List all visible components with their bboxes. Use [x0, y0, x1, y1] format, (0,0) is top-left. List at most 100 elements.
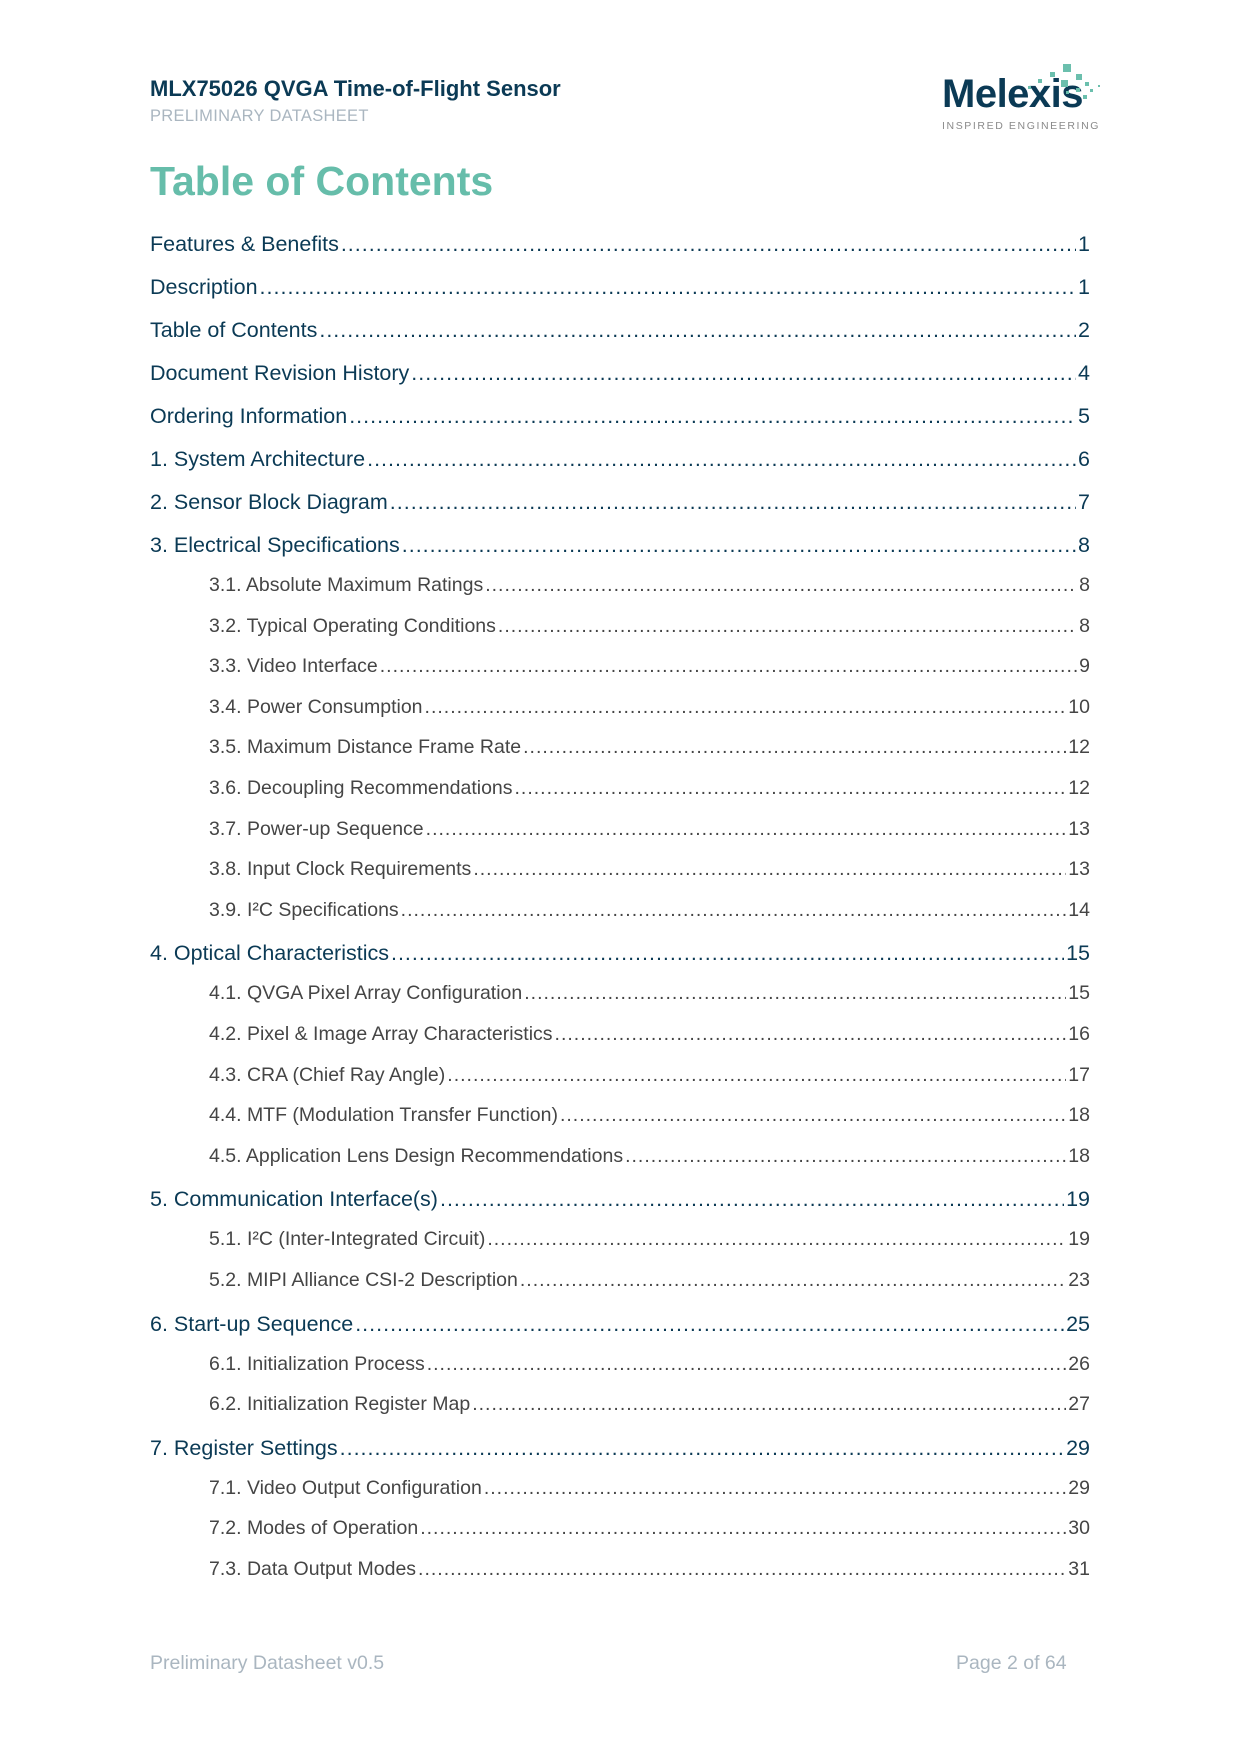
toc-entry-page: 12: [1068, 736, 1090, 759]
toc-entry-page: 8: [1078, 533, 1090, 557]
toc-entry[interactable]: 2. Sensor Block Diagram 7: [150, 490, 1090, 533]
document-subtitle: PRELIMINARY DATASHEET: [150, 107, 369, 125]
table-of-contents: Features & Benefits 1 Description 1 Table of…: [150, 232, 1090, 1598]
toc-entry-label: 7. Register Settings: [150, 1435, 338, 1460]
toc-entry[interactable]: 3.9. I²C Specifications 14: [150, 899, 1090, 940]
toc-entry[interactable]: 5.1. I²C (Inter-Integrated Circuit) 19: [150, 1228, 1090, 1269]
toc-entry[interactable]: 4.1. QVGA Pixel Array Configuration 15: [150, 982, 1090, 1023]
dot-leader: [523, 736, 1066, 759]
toc-entry[interactable]: 7.3. Data Output Modes 31: [150, 1558, 1090, 1599]
dot-leader: [498, 615, 1077, 638]
toc-entry-label: Features & Benefits: [150, 232, 339, 256]
toc-entry-page: 15: [1066, 941, 1090, 966]
dot-leader: [319, 318, 1076, 343]
page-title: Table of Contents: [150, 158, 494, 204]
dot-leader: [341, 232, 1076, 257]
toc-entry[interactable]: 6.1. Initialization Process 26: [150, 1353, 1090, 1394]
toc-entry-label: 5. Communication Interface(s): [150, 1187, 438, 1212]
toc-entry[interactable]: 4.5. Application Lens Design Recommendat…: [150, 1145, 1090, 1186]
dot-leader: [472, 1393, 1066, 1416]
toc-entry[interactable]: 3.5. Maximum Distance Frame Rate 12: [150, 736, 1090, 777]
melexis-logo: Melexis INSPIRED ENGINEERING: [938, 60, 1128, 140]
dot-leader: [487, 1228, 1066, 1251]
toc-entry[interactable]: 4.4. MTF (Modulation Transfer Function) 1…: [150, 1104, 1090, 1145]
toc-entry[interactable]: 7.2. Modes of Operation 30: [150, 1517, 1090, 1558]
toc-entry[interactable]: 3. Electrical Specifications 8: [150, 533, 1090, 576]
toc-entry[interactable]: 5. Communication Interface(s) 19: [150, 1187, 1090, 1230]
toc-entry-label: 5.2. MIPI Alliance CSI-2 Description: [209, 1268, 518, 1291]
toc-entry[interactable]: Features & Benefits 1: [150, 232, 1090, 275]
toc-entry[interactable]: 3.1. Absolute Maximum Ratings 8: [150, 574, 1090, 615]
toc-entry[interactable]: 3.3. Video Interface 9: [150, 655, 1090, 696]
toc-entry[interactable]: 1. System Architecture 6: [150, 447, 1090, 490]
toc-entry[interactable]: 3.8. Input Clock Requirements 13: [150, 858, 1090, 899]
dot-leader: [367, 447, 1076, 472]
toc-entry-label: 4.2. Pixel & Image Array Characteristics: [209, 1022, 553, 1045]
toc-entry-label: 4.4. MTF (Modulation Transfer Function): [209, 1104, 558, 1127]
toc-entry-page: 6: [1078, 447, 1090, 471]
toc-entry-page: 19: [1068, 1228, 1090, 1251]
logo-tagline: INSPIRED ENGINEERING: [942, 120, 1101, 132]
dot-leader: [340, 1436, 1064, 1461]
dot-leader: [560, 1104, 1066, 1127]
document-title: MLX75026 QVGA Time-of-Flight Sensor: [150, 76, 561, 101]
toc-entry-label: 3.3. Video Interface: [209, 655, 378, 678]
dot-leader: [515, 777, 1067, 800]
toc-entry-page: 14: [1068, 898, 1090, 921]
toc-entry[interactable]: 3.2. Typical Operating Conditions 8: [150, 615, 1090, 656]
dot-leader: [427, 1353, 1067, 1376]
dot-leader: [473, 858, 1066, 881]
toc-entry[interactable]: 3.7. Power-up Sequence 13: [150, 818, 1090, 859]
toc-entry[interactable]: 7. Register Settings 29: [150, 1436, 1090, 1479]
toc-entry-page: 25: [1066, 1311, 1090, 1336]
toc-entry-page: 13: [1068, 817, 1090, 840]
toc-entry-page: 13: [1068, 858, 1090, 881]
footer-version: Preliminary Datasheet v0.5: [150, 1652, 385, 1674]
dot-leader: [349, 404, 1076, 429]
toc-entry-page: 31: [1068, 1557, 1090, 1580]
footer-page-number: Page 2 of 64: [956, 1652, 1067, 1674]
toc-entry[interactable]: 3.4. Power Consumption 10: [150, 696, 1090, 737]
toc-entry-page: 1: [1078, 232, 1090, 256]
toc-entry-label: 5.1. I²C (Inter-Integrated Circuit): [209, 1228, 486, 1251]
toc-entry-label: 3.4. Power Consumption: [209, 695, 423, 718]
toc-entry-page: 23: [1068, 1268, 1090, 1291]
toc-entry-label: 3. Electrical Specifications: [150, 533, 400, 557]
toc-entry[interactable]: Ordering Information 5: [150, 404, 1090, 447]
toc-entry[interactable]: 4.2. Pixel & Image Array Characteristics…: [150, 1023, 1090, 1064]
dot-leader: [380, 655, 1077, 678]
toc-entry[interactable]: Document Revision History 4: [150, 361, 1090, 404]
toc-entry-page: 9: [1079, 655, 1090, 678]
toc-entry-label: 4.3. CRA (Chief Ray Angle): [209, 1063, 446, 1086]
toc-entry-page: 8: [1079, 574, 1090, 596]
dot-leader: [411, 361, 1076, 386]
toc-entry[interactable]: 6. Start-up Sequence 25: [150, 1312, 1090, 1355]
toc-entry[interactable]: Description 1: [150, 275, 1090, 318]
dot-leader: [555, 1023, 1067, 1046]
toc-entry[interactable]: 6.2. Initialization Register Map 27: [150, 1393, 1090, 1434]
toc-entry-page: 12: [1068, 776, 1090, 799]
dot-leader: [401, 899, 1067, 922]
toc-entry-page: 2: [1078, 318, 1090, 342]
toc-entry-page: 30: [1068, 1517, 1090, 1540]
toc-entry[interactable]: 5.2. MIPI Alliance CSI-2 Description 23: [150, 1269, 1090, 1310]
toc-entry-page: 15: [1068, 982, 1090, 1005]
toc-entry-label: Description: [150, 275, 258, 299]
toc-entry[interactable]: 3.6. Decoupling Recommendations 12: [150, 777, 1090, 818]
toc-entry[interactable]: 4. Optical Characteristics 15: [150, 941, 1090, 984]
toc-entry[interactable]: 4.3. CRA (Chief Ray Angle) 17: [150, 1064, 1090, 1105]
toc-entry-page: 26: [1068, 1352, 1090, 1375]
dot-leader: [425, 696, 1067, 719]
toc-entry-label: 3.2. Typical Operating Conditions: [209, 614, 496, 637]
dot-leader: [418, 1558, 1066, 1581]
toc-entry-page: 4: [1078, 361, 1090, 385]
toc-entry-label: 6. Start-up Sequence: [150, 1311, 354, 1336]
dot-leader: [524, 982, 1066, 1005]
dot-leader: [355, 1312, 1064, 1337]
toc-entry-page: 18: [1068, 1144, 1090, 1167]
toc-entry[interactable]: Table of Contents 2: [150, 318, 1090, 361]
toc-entry-page: 29: [1066, 1435, 1090, 1460]
toc-entry-page: 10: [1068, 695, 1090, 718]
toc-entry[interactable]: 7.1. Video Output Configuration 29: [150, 1477, 1090, 1518]
toc-entry-label: 3.5. Maximum Distance Frame Rate: [209, 736, 522, 759]
